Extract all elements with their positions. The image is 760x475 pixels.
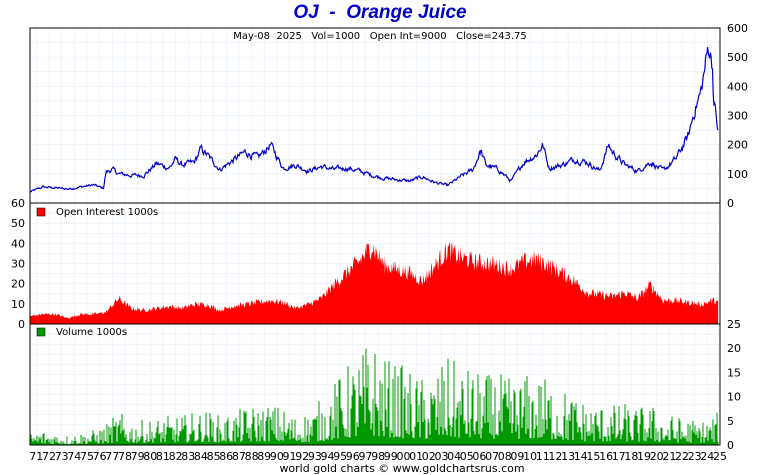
open-interest-legend-swatch xyxy=(36,207,46,217)
x-tick-label: 23 xyxy=(688,450,702,463)
x-tick-label: 95 xyxy=(333,450,347,463)
y-tick-label-volume: 25 xyxy=(727,318,741,331)
y-tick-label-price: 600 xyxy=(727,22,748,35)
x-tick-label: 13 xyxy=(561,450,575,463)
price-series-line xyxy=(29,47,719,193)
open-interest-legend-label: Open Interest 1000s xyxy=(56,207,158,218)
x-tick-label: 07 xyxy=(485,450,499,463)
x-tick-label: 88 xyxy=(245,450,259,463)
x-tick-label: 82 xyxy=(169,450,183,463)
x-tick-label: 08 xyxy=(498,450,512,463)
x-tick-label: 18 xyxy=(624,450,638,463)
x-tick-label: 91 xyxy=(283,450,297,463)
x-tick-label: 72 xyxy=(42,450,56,463)
x-tick-label: 04 xyxy=(447,450,461,463)
chart-title: OJ - Orange Juice xyxy=(293,2,467,23)
x-tick-label: 81 xyxy=(156,450,170,463)
x-tick-label: 71 xyxy=(29,450,43,463)
y-tick-label-price: 100 xyxy=(727,168,748,181)
y-tick-label-price: 500 xyxy=(727,51,748,64)
x-tick-label: 79 xyxy=(131,450,145,463)
x-tick-label: 01 xyxy=(409,450,423,463)
x-tick-label: 09 xyxy=(510,450,524,463)
y-tick-label-open-interest: 60 xyxy=(11,197,25,210)
x-tick-label: 19 xyxy=(637,450,651,463)
x-tick-label: 00 xyxy=(397,450,411,463)
x-tick-label: 75 xyxy=(80,450,94,463)
open-interest-area-layer xyxy=(30,241,719,324)
y-tick-label-volume: 0 xyxy=(727,439,734,452)
x-tick-label: 85 xyxy=(207,450,221,463)
x-tick-label: 89 xyxy=(257,450,271,463)
y-tick-label-open-interest: 50 xyxy=(11,217,25,230)
y-tick-label-volume: 15 xyxy=(727,366,741,379)
x-tick-label: 83 xyxy=(181,450,195,463)
y-tick-label-volume: 10 xyxy=(727,391,741,404)
y-tick-label-volume: 20 xyxy=(727,342,741,355)
y-tick-label-open-interest: 40 xyxy=(11,237,25,250)
volume-bars-layer xyxy=(30,348,719,445)
footer-credit: world gold charts © www.goldchartsrus.co… xyxy=(279,462,524,475)
x-tick-label: 93 xyxy=(308,450,322,463)
y-tick-label-price: 300 xyxy=(727,110,748,123)
y-tick-label-price: 200 xyxy=(727,139,748,152)
x-tick-label: 20 xyxy=(650,450,664,463)
x-tick-label: 17 xyxy=(612,450,626,463)
y-tick-label-open-interest: 20 xyxy=(11,278,25,291)
x-tick-label: 16 xyxy=(599,450,613,463)
x-tick-label: 98 xyxy=(371,450,385,463)
x-tick-label: 94 xyxy=(321,450,335,463)
price-line-layer xyxy=(29,47,719,193)
x-tick-label: 86 xyxy=(219,450,233,463)
volume-legend-label: Volume 1000s xyxy=(56,327,127,338)
x-tick-label: 14 xyxy=(574,450,588,463)
x-tick-label: 10 xyxy=(523,450,537,463)
open-interest-area xyxy=(30,241,719,324)
x-tick-label: 76 xyxy=(93,450,107,463)
x-tick-label: 22 xyxy=(675,450,689,463)
x-tick-label: 87 xyxy=(232,450,246,463)
y-tick-label-open-interest: 0 xyxy=(18,318,25,331)
x-tick-label: 96 xyxy=(346,450,360,463)
x-tick-label: 90 xyxy=(270,450,284,463)
x-tick-label: 11 xyxy=(536,450,550,463)
price-info-line: May-08 2025 Vol=1000 Open Int=9000 Close… xyxy=(233,31,527,42)
x-tick-label: 12 xyxy=(548,450,562,463)
x-tick-label: 03 xyxy=(435,450,449,463)
x-tick-label: 92 xyxy=(295,450,309,463)
y-tick-label-open-interest: 10 xyxy=(11,298,25,311)
x-tick-label: 99 xyxy=(384,450,398,463)
y-tick-label-volume: 5 xyxy=(727,415,734,428)
panel-frame xyxy=(29,323,721,446)
x-tick-label: 06 xyxy=(472,450,486,463)
x-tick-label: 77 xyxy=(105,450,119,463)
x-tick-label: 97 xyxy=(359,450,373,463)
x-tick-label: 73 xyxy=(55,450,69,463)
x-tick-label: 84 xyxy=(194,450,208,463)
x-tick-label: 78 xyxy=(118,450,132,463)
volume-legend-swatch xyxy=(36,327,46,337)
x-tick-label: 15 xyxy=(586,450,600,463)
y-tick-labels: 0100200300400500600010203040506005101520… xyxy=(11,22,748,452)
x-tick-label: 21 xyxy=(662,450,676,463)
x-tick-label: 80 xyxy=(143,450,157,463)
y-tick-label-price: 0 xyxy=(727,197,734,210)
x-tick-label: 05 xyxy=(460,450,474,463)
y-tick-label-open-interest: 30 xyxy=(11,258,25,271)
x-tick-label: 74 xyxy=(67,450,81,463)
x-tick-label: 02 xyxy=(422,450,436,463)
x-tick-labels: 7172737475767778798081828384858687888990… xyxy=(29,450,727,463)
y-tick-label-price: 400 xyxy=(727,80,748,93)
x-tick-label: 24 xyxy=(700,450,714,463)
panel-frames xyxy=(29,27,721,446)
x-tick-label: 25 xyxy=(713,450,727,463)
